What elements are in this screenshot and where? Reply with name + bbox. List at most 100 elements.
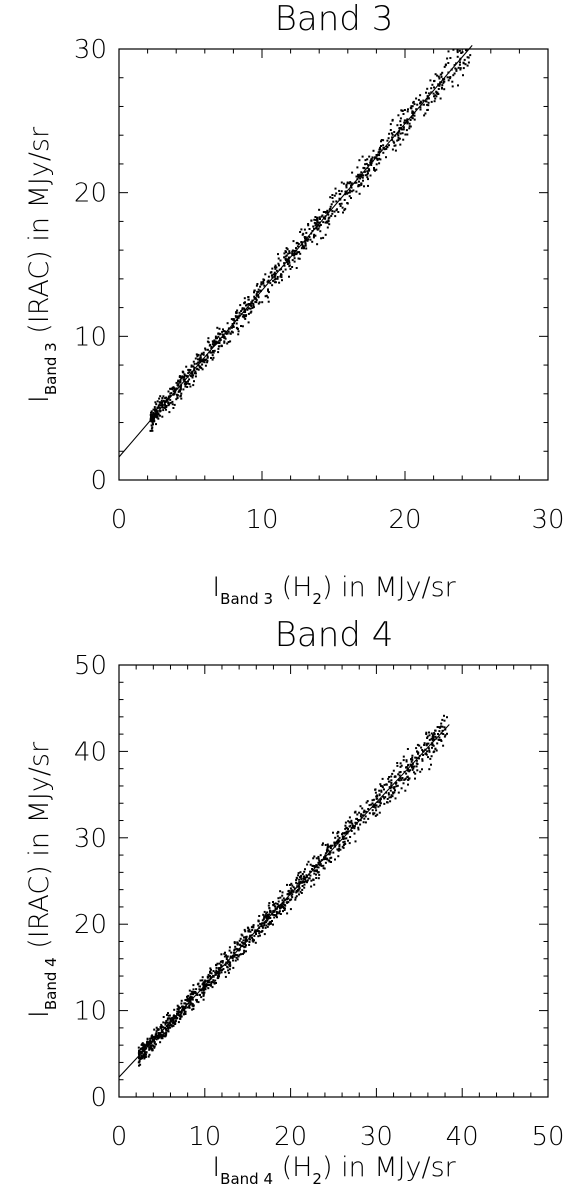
data-point: [204, 347, 207, 350]
data-point: [353, 825, 356, 828]
data-point: [258, 915, 261, 917]
data-point: [299, 890, 302, 893]
data-point: [376, 800, 379, 803]
data-point: [335, 200, 338, 203]
data-point: [319, 230, 322, 233]
data-point: [257, 294, 260, 297]
data-point: [183, 1007, 186, 1010]
data-point: [327, 845, 330, 848]
data-point: [278, 264, 280, 267]
data-point: [188, 383, 191, 385]
data-point: [151, 420, 154, 423]
data-point: [308, 236, 311, 238]
data-point: [350, 190, 353, 193]
data-point: [342, 182, 345, 185]
data-point: [397, 131, 400, 134]
data-point: [245, 304, 247, 307]
data-point: [413, 118, 416, 121]
y-tick-label: 10: [74, 322, 107, 352]
data-point: [277, 257, 280, 260]
data-point: [276, 903, 279, 905]
data-point: [401, 777, 404, 779]
data-point: [149, 1039, 152, 1042]
data-point: [252, 304, 255, 307]
data-point: [359, 819, 362, 822]
data-point: [274, 281, 277, 284]
data-point: [141, 1057, 143, 1060]
data-point: [281, 899, 284, 902]
data-point: [279, 259, 282, 262]
data-point: [220, 964, 223, 967]
data-point: [458, 49, 461, 52]
data-point: [199, 979, 202, 982]
data-point: [279, 913, 282, 915]
data-point: [390, 132, 393, 135]
data-point: [388, 776, 391, 778]
data-point: [317, 227, 320, 230]
data-point: [166, 1017, 169, 1020]
data-point: [164, 403, 167, 406]
y-tick-label: 10: [74, 997, 107, 1027]
data-point: [413, 765, 416, 768]
y-tick-label: 0: [90, 466, 107, 496]
data-point: [368, 812, 371, 815]
data-point: [419, 94, 422, 97]
data-point: [392, 792, 395, 795]
data-point: [361, 155, 364, 158]
data-point: [376, 158, 379, 161]
data-point: [310, 219, 313, 222]
data-point: [203, 991, 206, 994]
data-point: [179, 395, 182, 398]
data-point: [348, 842, 351, 845]
data-point: [427, 101, 430, 104]
data-point: [441, 718, 444, 721]
data-point: [239, 943, 241, 946]
data-point: [143, 1052, 146, 1055]
data-point: [187, 368, 190, 371]
data-point: [434, 747, 437, 750]
data-point: [153, 1045, 156, 1048]
data-point: [399, 777, 402, 780]
data-point: [370, 803, 373, 806]
data-point: [175, 381, 178, 384]
data-point: [243, 951, 246, 954]
data-point: [200, 996, 203, 999]
data-point: [240, 325, 242, 327]
data-point: [321, 214, 324, 217]
data-point: [300, 878, 303, 881]
data-point: [153, 1042, 156, 1045]
data-point: [374, 806, 377, 809]
data-point: [349, 824, 352, 827]
data-point: [169, 401, 172, 404]
data-point: [182, 1009, 185, 1012]
data-point: [411, 117, 414, 120]
data-point: [383, 783, 386, 786]
data-point: [165, 406, 168, 408]
data-point: [158, 401, 161, 404]
data-point: [186, 1006, 189, 1009]
data-point: [162, 1026, 164, 1029]
data-point: [328, 216, 331, 219]
data-point: [298, 885, 301, 888]
data-point: [301, 888, 304, 891]
data-point: [308, 228, 311, 230]
data-point: [225, 954, 227, 957]
data-point: [194, 357, 197, 360]
data-point: [141, 1043, 144, 1046]
data-point: [318, 208, 321, 211]
data-point: [165, 1020, 168, 1022]
data-point: [437, 733, 439, 735]
data-point: [197, 368, 200, 371]
data-point: [247, 307, 250, 310]
data-point: [365, 162, 368, 165]
data-point: [173, 1008, 176, 1011]
data-point: [242, 314, 245, 317]
data-point: [264, 295, 267, 298]
data-point: [246, 308, 249, 311]
axis-ticks: [118, 664, 549, 1098]
data-point: [469, 54, 472, 57]
data-point: [189, 993, 192, 996]
data-point: [152, 1045, 155, 1047]
data-point: [149, 1046, 152, 1049]
data-point: [275, 910, 278, 913]
